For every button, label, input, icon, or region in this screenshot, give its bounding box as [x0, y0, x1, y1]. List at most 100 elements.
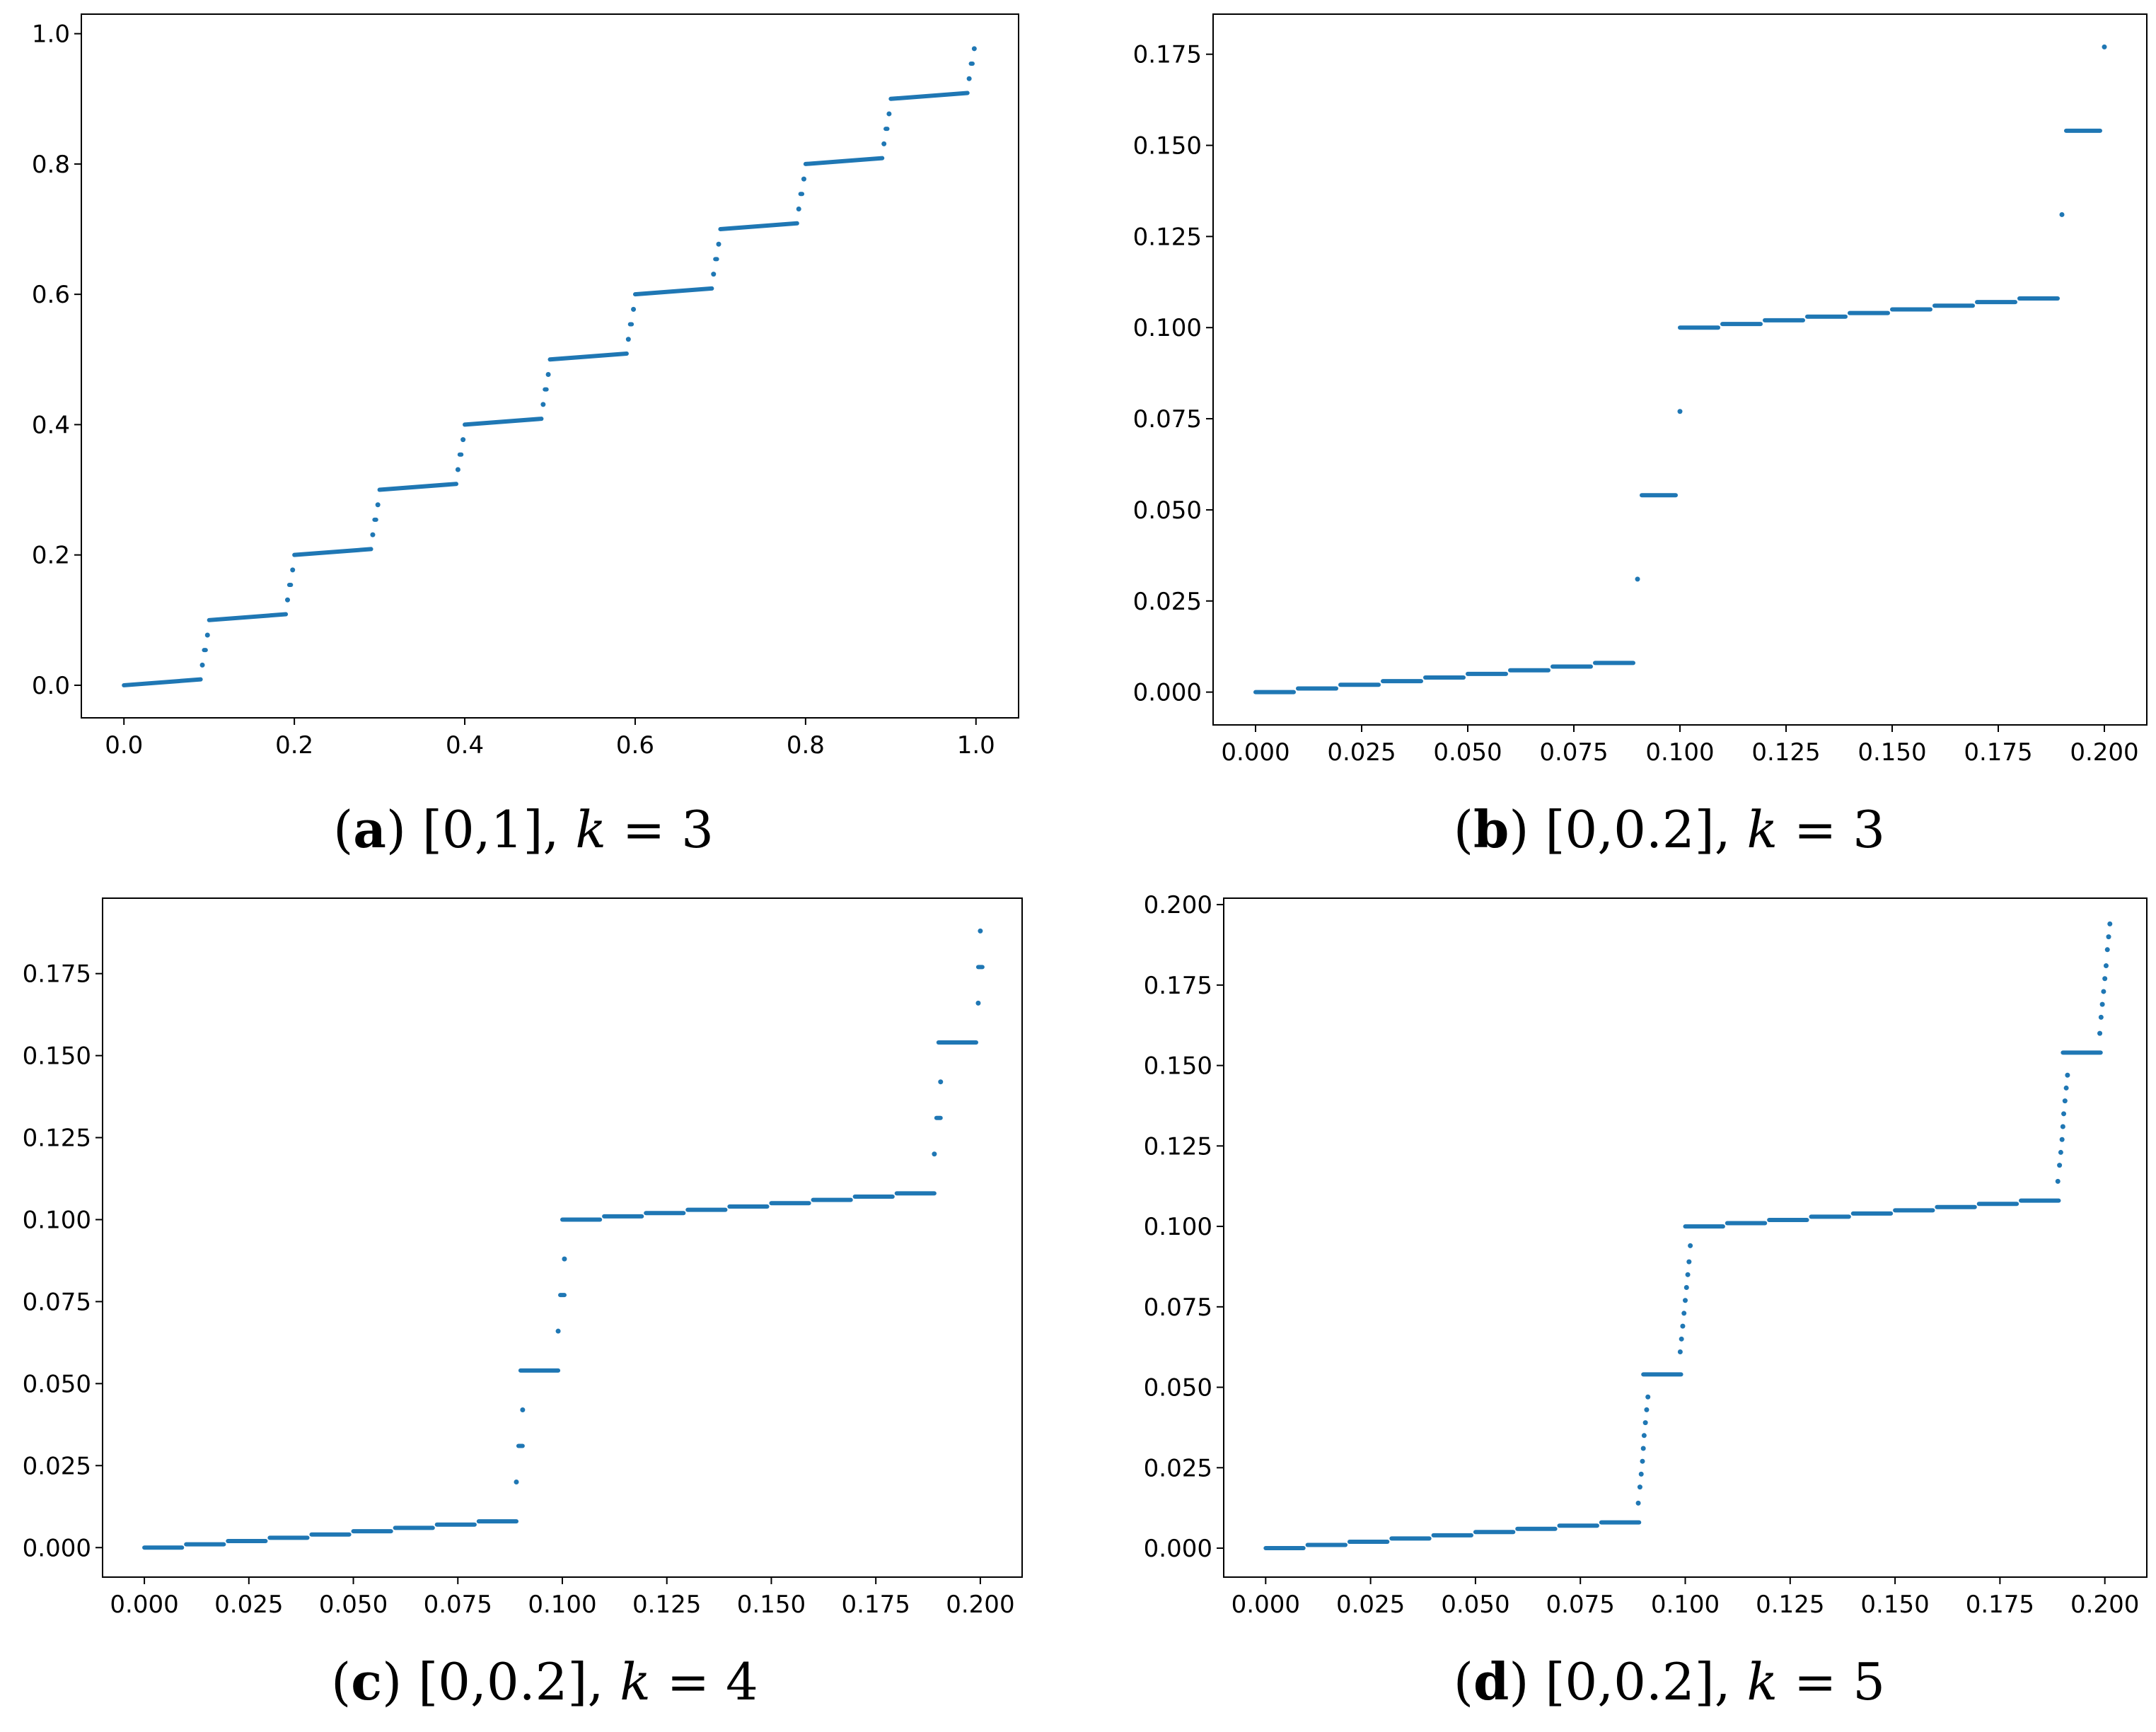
data-point	[2058, 1149, 2063, 1155]
data-point	[1677, 1349, 1683, 1355]
y-tick-label: 0.200	[1144, 891, 1212, 919]
y-tick-label: 0.6	[32, 281, 70, 309]
y-tick-label: 0.175	[23, 960, 91, 989]
x-tick-label: 0.000	[1221, 738, 1289, 767]
y-tick-label: 0.075	[1144, 1294, 1212, 1322]
y-tick-label: 0.075	[23, 1288, 91, 1316]
data-point	[1642, 1420, 1648, 1426]
x-tick-label: 0.075	[1539, 738, 1608, 767]
caption-d-interval: [0,0.2],	[1545, 1652, 1731, 1711]
x-tick-label: 0.2	[275, 731, 313, 760]
data-point	[978, 928, 983, 934]
data-point	[545, 371, 551, 377]
data-point	[455, 467, 460, 472]
x-tick-label: 0.200	[946, 1591, 1014, 1619]
data-point	[204, 632, 210, 638]
data-point	[801, 176, 806, 182]
y-tick-label: 0.4	[32, 411, 70, 439]
data-point	[1681, 1310, 1687, 1316]
data-segment	[803, 156, 885, 166]
x-tick-label: 0.075	[1546, 1591, 1615, 1619]
data-point	[514, 1480, 519, 1485]
x-tick-label: 0.100	[1651, 1591, 1720, 1619]
caption-a-kval: 3	[681, 800, 714, 859]
data-point	[938, 1079, 944, 1085]
data-point	[2102, 44, 2107, 50]
x-tick-label: 0.000	[110, 1591, 178, 1619]
x-tick-label: 0.125	[1751, 738, 1820, 767]
x-tick-label: 0.025	[1336, 1591, 1405, 1619]
caption-a-interval: [0,1],	[422, 800, 560, 859]
data-point	[625, 337, 631, 342]
y-tick-label: 0.150	[1133, 132, 1202, 161]
caption-b-equals: =	[1794, 800, 1837, 859]
caption-a-kvar: k	[575, 800, 606, 859]
data-point	[932, 1151, 937, 1157]
x-tick-label: 0.150	[1857, 738, 1926, 767]
data-segment	[632, 286, 714, 297]
caption-b-kvar: k	[1746, 800, 1778, 859]
caption-a-equals: =	[622, 800, 666, 859]
data-point	[1635, 576, 1640, 582]
chart-c: 0.000 0.025 0.050 0.075 0.100 0.125 0.150 0.175…	[23, 897, 1023, 1619]
x-tick-label: 0.6	[616, 731, 654, 760]
chart-panel-b: 0.000 0.025 0.050 0.075 0.100 0.125 0.150 0.175…	[1089, 0, 2156, 785]
y-tick-label: 0.025	[1144, 1454, 1212, 1482]
data-point	[2103, 963, 2109, 969]
caption-c: (c) [0,0.2], k = 4	[331, 1651, 758, 1711]
data-point	[2060, 1124, 2065, 1129]
y-tick-label: 0.050	[23, 1370, 91, 1398]
data-point	[2057, 1163, 2063, 1168]
data-segment	[463, 417, 544, 427]
data-point	[2098, 1014, 2104, 1020]
data-point	[716, 241, 721, 247]
x-tick-label: 0.025	[214, 1591, 283, 1619]
caption-c-kvar: k	[620, 1652, 651, 1711]
data-segment	[888, 91, 970, 101]
caption-b: (b) [0,0.2], k = 3	[1453, 799, 1886, 859]
data-point	[2062, 1098, 2068, 1104]
data-point	[1677, 409, 1683, 414]
data-point	[971, 46, 977, 52]
data-segment	[122, 677, 203, 687]
data-segment	[718, 221, 799, 232]
data-point	[966, 76, 972, 81]
data-series	[1253, 44, 2107, 694]
data-point	[199, 662, 205, 668]
data-point	[2097, 1030, 2103, 1036]
data-point	[886, 111, 892, 117]
x-tick-label: 0.8	[787, 731, 825, 760]
y-tick-label: 0.100	[1144, 1213, 1212, 1241]
x-tick-label: 0.200	[2070, 738, 2138, 767]
data-point	[1637, 1484, 1642, 1490]
caption-d: (d) [0,0.2], k = 5	[1453, 1651, 1886, 1711]
plot-frame	[102, 897, 1023, 1578]
plot-frame	[1223, 897, 2148, 1578]
data-point	[1680, 1323, 1686, 1329]
data-point	[2059, 211, 2065, 217]
data-point	[2055, 1178, 2061, 1184]
y-tick-label: 0.050	[1133, 496, 1202, 525]
data-point	[796, 206, 801, 211]
x-tick-label: 0.050	[319, 1591, 388, 1619]
data-point	[1686, 1259, 1692, 1265]
data-point	[2065, 1072, 2070, 1078]
x-tick-label: 0.175	[1964, 738, 2032, 767]
x-tick-label: 0.100	[1645, 738, 1714, 767]
caption-c-interval: [0,0.2],	[418, 1652, 604, 1711]
data-point	[881, 141, 887, 146]
data-point	[2061, 1111, 2067, 1117]
data-point	[520, 1407, 526, 1412]
x-tick-label: 0.200	[2070, 1591, 2139, 1619]
data-point	[562, 1256, 567, 1262]
data-point	[375, 502, 381, 508]
data-segment	[377, 482, 458, 492]
data-point	[2106, 934, 2111, 940]
chart-a: 0.0 0.2 0.4 0.6 0.8 1.0 0.0 0.2 0.4 0.6 0.8 1.0	[32, 13, 1019, 760]
data-point	[1640, 1458, 1645, 1464]
data-point	[2101, 989, 2106, 994]
y-tick-label: 0.150	[1144, 1052, 1212, 1081]
plot-frame	[1212, 13, 2148, 726]
caption-b-letter: b	[1473, 799, 1509, 859]
y-tick-label: 0.0	[32, 672, 70, 700]
